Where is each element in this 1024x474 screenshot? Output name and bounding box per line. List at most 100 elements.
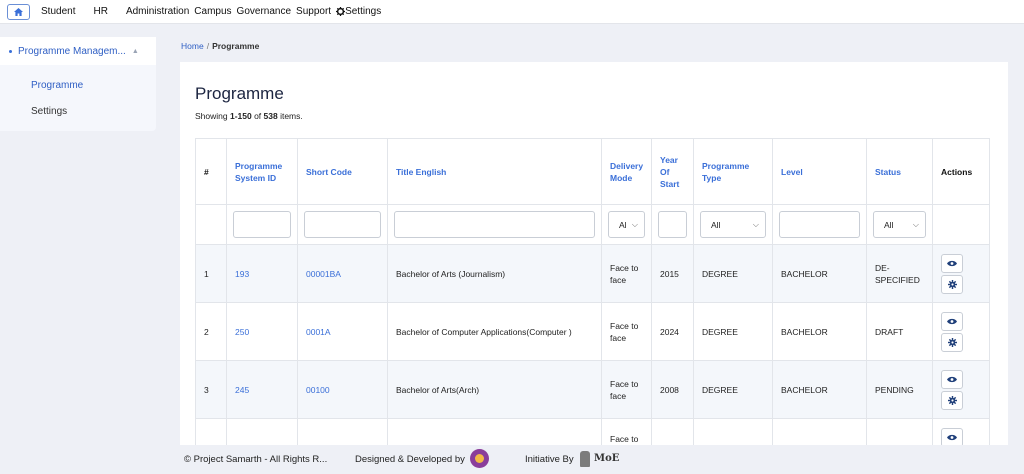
nav-support[interactable]: Support: [296, 6, 332, 17]
breadcrumb-home[interactable]: Home: [181, 41, 204, 51]
cell-type: DEGREE: [693, 302, 773, 361]
sidebar-header-label: Programme Managem...: [18, 45, 126, 57]
cell-type: DEGREE: [693, 244, 773, 303]
col-header-title[interactable]: Title English: [387, 138, 602, 205]
moe-logo[interactable]: MoE: [580, 448, 624, 469]
cell-status: DRAFT: [866, 302, 933, 361]
view-button[interactable]: [941, 311, 963, 331]
page-title: Programme: [195, 84, 284, 103]
cell-level: BACHELOR: [772, 244, 867, 303]
filter-cell-year: [651, 204, 694, 245]
filter-cell-short-code: [297, 204, 388, 245]
nav-campus[interactable]: Campus: [194, 6, 232, 17]
home-icon: [14, 7, 23, 16]
nav-settings-label: Settings: [345, 6, 382, 17]
eye-icon: [947, 434, 957, 441]
sidebar-item-settings[interactable]: Settings: [31, 106, 68, 117]
cell-short-code-link[interactable]: 0001A: [297, 302, 388, 361]
col-header-year[interactable]: Year Of Start: [651, 138, 694, 205]
cell-system-id-link[interactable]: 250: [226, 302, 298, 361]
cell-delivery: Face to face: [601, 360, 652, 419]
cell-system-id-link[interactable]: 245: [226, 360, 298, 419]
filter-cell-status: All ⌵: [866, 204, 933, 245]
view-button[interactable]: [941, 428, 963, 447]
summary-prefix: Showing: [195, 111, 230, 121]
filter-delivery-value: Al: [619, 219, 627, 230]
cell-actions: [932, 302, 990, 361]
filter-row: Al ⌵ All ⌵ All ⌵: [195, 204, 990, 245]
cell-delivery: Face to face: [601, 244, 652, 303]
settings-button[interactable]: [941, 274, 963, 294]
filter-cell-actions: [932, 204, 990, 245]
cell-type: DEGREE: [693, 360, 773, 419]
table-row: 1 193 00001BA Bachelor of Arts (Journali…: [195, 244, 990, 303]
chevron-up-icon: ▲: [131, 47, 139, 55]
filter-short-code-input[interactable]: [304, 211, 381, 238]
footer-copyright: © Project Samarth - All Rights R...: [184, 454, 328, 465]
cell-index: 3: [195, 360, 227, 419]
cell-level: BACHELOR: [772, 302, 867, 361]
footer-designed-by: Designed & Developed by: [355, 454, 465, 465]
nav-settings[interactable]: Settings: [336, 6, 381, 17]
cell-delivery: Face to face: [601, 302, 652, 361]
summary-total: 538: [263, 111, 278, 121]
programme-table: # Programme System ID Short Code Title E…: [195, 138, 990, 474]
filter-cell-delivery: Al ⌵: [601, 204, 652, 245]
filter-cell-system-id: [226, 204, 298, 245]
home-button[interactable]: [7, 3, 30, 20]
cell-year: 2024: [651, 302, 694, 361]
cell-short-code-link[interactable]: 00001BA: [297, 244, 388, 303]
emblem-icon: [580, 450, 590, 467]
cell-level: BACHELOR: [772, 360, 867, 419]
chevron-down-icon: ⌵: [752, 219, 759, 229]
filter-system-id-input[interactable]: [233, 211, 291, 238]
summary-text: Showing 1-150 of 538 items.: [195, 111, 303, 121]
moe-logo-text: MoE: [594, 453, 620, 464]
gear-icon: [947, 337, 957, 347]
view-button[interactable]: [941, 253, 963, 273]
filter-cell-level: [772, 204, 867, 245]
nav-student[interactable]: Student: [41, 6, 76, 17]
eye-icon: [947, 376, 957, 382]
view-button[interactable]: [941, 369, 963, 389]
settings-button[interactable]: [941, 332, 963, 352]
col-header-status[interactable]: Status: [866, 138, 933, 205]
sidebar-menu-programme-management[interactable]: Programme Managem... ▲: [0, 37, 156, 65]
cell-title: Bachelor of Arts(Arch): [387, 360, 602, 419]
filter-title-input[interactable]: [394, 211, 595, 238]
summary-range: 1-150: [229, 111, 252, 121]
cell-title: Bachelor of Computer Applications(Comput…: [387, 302, 602, 361]
col-header-type[interactable]: Programme Type: [693, 138, 773, 205]
breadcrumb-current: Programme: [212, 41, 260, 51]
breadcrumb: Home / Programme: [181, 41, 259, 51]
filter-cell-type: All ⌵: [693, 204, 773, 245]
table-row: 2 250 0001A Bachelor of Computer Applica…: [195, 302, 990, 361]
cell-short-code-link[interactable]: 00100: [297, 360, 388, 419]
cell-status: DE-SPECIFIED: [866, 244, 933, 303]
sidebar-item-programme[interactable]: Programme: [31, 80, 84, 91]
col-header-actions: Actions: [932, 138, 990, 205]
nav-governance[interactable]: Governance: [236, 6, 292, 17]
filter-type-select[interactable]: All ⌵: [700, 211, 766, 238]
cell-system-id-link[interactable]: 193: [226, 244, 298, 303]
col-header-index: #: [195, 138, 227, 205]
eye-icon: [947, 318, 957, 324]
gear-icon: [947, 395, 957, 405]
filter-status-select[interactable]: All ⌵: [873, 211, 926, 238]
cell-index: 1: [195, 244, 227, 303]
nav-hr[interactable]: HR: [93, 6, 108, 17]
filter-level-input[interactable]: [779, 211, 860, 238]
col-header-delivery[interactable]: Delivery Mode: [601, 138, 652, 205]
settings-button[interactable]: [941, 390, 963, 410]
filter-year-input[interactable]: [658, 211, 687, 238]
developer-logo[interactable]: [470, 449, 489, 468]
col-header-system-id[interactable]: Programme System ID: [226, 138, 298, 205]
filter-delivery-select[interactable]: Al ⌵: [608, 211, 645, 238]
nav-administration[interactable]: Administration: [125, 6, 190, 17]
table-row: 3 245 00100 Bachelor of Arts(Arch) Face …: [195, 360, 990, 419]
developer-logo-center: [475, 454, 484, 463]
col-header-level[interactable]: Level: [772, 138, 867, 205]
table-header-row: # Programme System ID Short Code Title E…: [195, 138, 990, 205]
col-header-short-code[interactable]: Short Code: [297, 138, 388, 205]
main-card: Programme Showing 1-150 of 538 items. # …: [180, 62, 1008, 474]
